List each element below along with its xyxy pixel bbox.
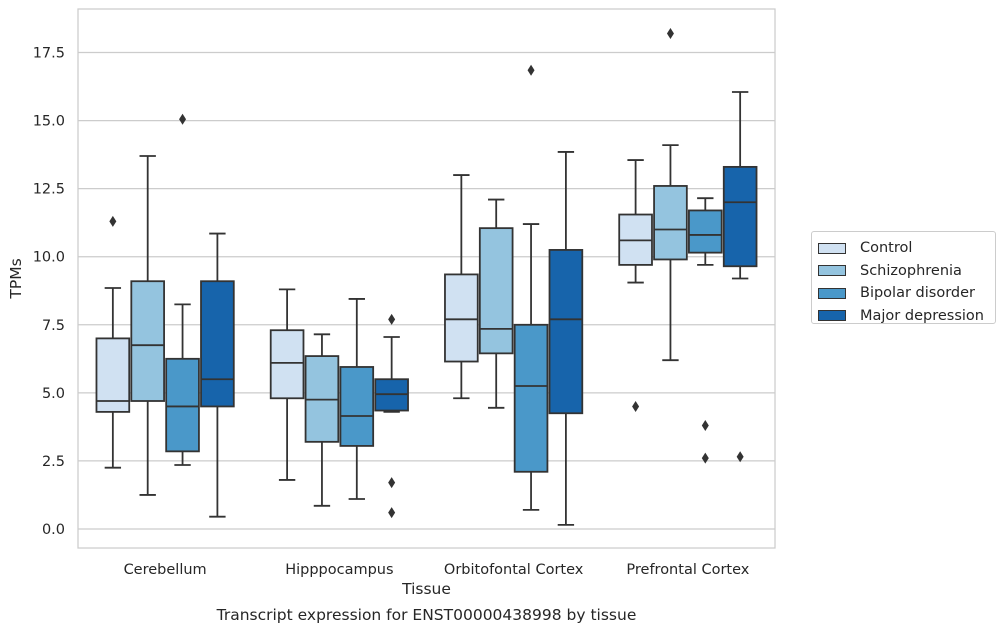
legend-swatch-bipolar-disorder (818, 287, 846, 299)
box-group (165, 113, 200, 466)
legend: Control Schizophrenia Bipolar disorder M… (811, 231, 996, 324)
y-axis-label: TPMs (7, 258, 25, 299)
legend-swatch-control (818, 242, 846, 254)
box (513, 323, 549, 473)
x-axis-label: Tissue (401, 580, 451, 598)
box (339, 366, 375, 447)
x-tick-label: Hipppocampus (285, 562, 393, 578)
outlier-point (701, 452, 709, 464)
box-group (130, 155, 165, 496)
box-group (478, 198, 514, 409)
box-group (339, 298, 375, 500)
outlier-point (701, 420, 709, 431)
box (130, 280, 165, 402)
outlier-point (388, 313, 396, 325)
box-group (269, 288, 305, 481)
outlier-point (666, 28, 674, 39)
box (269, 329, 305, 400)
box (95, 337, 131, 413)
x-tick-labels: Cerebellum Hipppocampus Orbitofontal Corte… (124, 562, 750, 578)
box (444, 273, 479, 363)
box (653, 185, 688, 261)
box-group (95, 215, 131, 469)
y-tick-label: 12.5 (33, 182, 65, 198)
box-group (618, 159, 653, 412)
legend-item-bipolar-disorder: Bipolar disorder (818, 282, 995, 305)
outlier-point (527, 64, 535, 76)
box-group (200, 232, 235, 518)
y-tick-label: 2.5 (42, 454, 65, 470)
outlier-point (109, 215, 117, 227)
y-tick-label: 5.0 (42, 386, 65, 402)
legend-label: Bipolar disorder (860, 285, 975, 302)
x-tick-label: Cerebellum (124, 562, 207, 578)
box-group (304, 333, 340, 507)
box-group (513, 64, 549, 511)
legend-item-schizophrenia: Schizophrenia (818, 260, 995, 283)
outlier-point (632, 400, 640, 412)
box (165, 357, 200, 453)
box-group (722, 91, 758, 463)
y-tick-label: 15.0 (33, 114, 65, 130)
legend-label: Major depression (860, 307, 984, 324)
legend-label: Schizophrenia (860, 262, 962, 279)
x-tick-label: Prefrontal Cortex (626, 562, 749, 578)
box (200, 280, 235, 408)
y-tick-label: 0.0 (42, 522, 65, 538)
box-group (548, 151, 584, 526)
outlier-point (388, 477, 396, 489)
figure-caption: Transcript expression for ENST0000043899… (216, 606, 637, 624)
y-tick-label: 10.0 (33, 250, 65, 266)
outlier-point (388, 507, 396, 519)
legend-item-major-depression: Major depression (818, 305, 995, 328)
box-group (374, 313, 409, 519)
y-tick-labels: 0.0 2.5 5.0 7.5 10.0 12.5 15.0 17.5 (33, 46, 65, 538)
plot-frame (77, 8, 776, 549)
legend-swatch-schizophrenia (818, 265, 846, 277)
box-group (444, 174, 479, 400)
y-tick-label: 7.5 (42, 318, 65, 334)
x-tick-label: Orbitofontal Cortex (444, 562, 584, 578)
box (688, 209, 723, 254)
box (548, 249, 584, 415)
box-group (653, 28, 688, 362)
outlier-point (736, 451, 744, 463)
y-tick-label: 17.5 (33, 46, 65, 62)
box (478, 227, 514, 355)
box-group (688, 197, 723, 464)
legend-swatch-major-depression (818, 310, 846, 322)
boxes (95, 28, 758, 526)
legend-item-control: Control (818, 237, 995, 260)
outlier-point (179, 113, 187, 125)
box (722, 165, 758, 268)
legend-label: Control (860, 240, 913, 257)
